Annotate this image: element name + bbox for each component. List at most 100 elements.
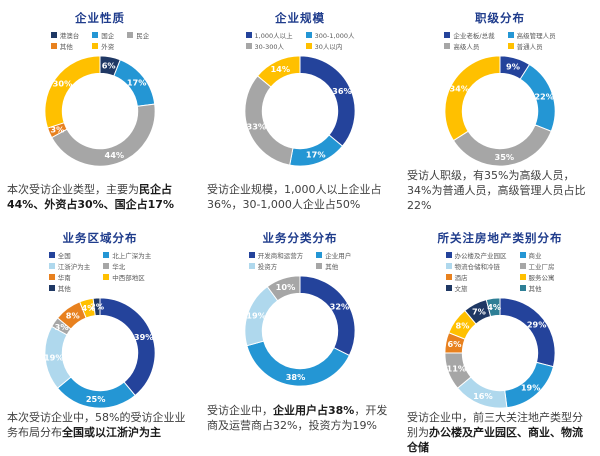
slice-percentage-label: 9% <box>506 61 520 71</box>
legend-item: 300-1,000人 <box>305 30 355 40</box>
legend-item: 企业用户 <box>316 250 351 260</box>
legend-item: 高级管理人员 <box>507 30 556 40</box>
legend-swatch <box>507 32 514 38</box>
caption-segment: ，开发商及运营商占32%，投资方为19% <box>207 404 388 433</box>
legend-label: 其他 <box>57 285 71 293</box>
slice-percentage-label: 38% <box>286 372 306 382</box>
legend-item: 华北 <box>103 261 151 271</box>
slice-percentage-label: 44% <box>104 150 124 160</box>
donut-chart: 32% 38% 19% 10% <box>244 275 356 387</box>
legend-swatch <box>316 252 323 258</box>
slice-percentage-label: 8% <box>456 321 470 331</box>
legend-item: 1,000人以上 <box>245 30 293 40</box>
chart-legend: 港澳台 国企 民企 其他 外资 <box>50 30 149 51</box>
legend-swatch <box>127 32 134 38</box>
legend-swatch <box>507 43 514 49</box>
chart-enterprise-scale: 企业规模 1,000人以上 300-1,000人 30-300人 30人以内 36% 1… <box>200 0 400 220</box>
legend-label: 文旅 <box>454 285 468 293</box>
legend-item: 物流仓储和冷链 <box>445 261 507 271</box>
legend-swatch <box>519 263 526 269</box>
legend-swatch <box>48 263 55 269</box>
slice-percentage-label: 32% <box>330 301 350 311</box>
legend-item: 江浙沪为主 <box>48 261 91 271</box>
legend-label: 江浙沪为主 <box>57 263 91 271</box>
donut-chart: 39% 25% 19% 3% 8%4%2% <box>44 297 156 409</box>
slice-percentage-label: 22% <box>534 92 554 102</box>
caption-segment: 受访企业规模，1,000人以上企业占36%，30-1,000人企业占50% <box>207 183 382 212</box>
chart-caption: 受访企业中，企业用户占38%，开发商及运营商占32%，投资方为19% <box>200 404 400 434</box>
legend-label: 其他 <box>325 263 339 271</box>
caption-segment: 受访人职级，有35%为高级人员，34%为普通人员，高级管理人员占比22% <box>407 169 586 212</box>
legend-swatch <box>48 252 55 258</box>
legend-item: 30-300人 <box>245 41 293 51</box>
legend-label: 300-1,000人 <box>314 32 355 40</box>
legend-swatch <box>92 32 99 38</box>
slice-percentage-label: 2% <box>90 302 104 312</box>
legend-label: 高级人员 <box>453 43 480 51</box>
legend-item: 文旅 <box>445 283 507 293</box>
slice-percentage-label: 6% <box>102 60 116 70</box>
legend-swatch <box>305 32 312 38</box>
slice-percentage-label: 30% <box>53 79 73 89</box>
chart-caption: 受访企业规模，1,000人以上企业占36%，30-1,000人企业占50% <box>200 183 400 213</box>
legend-swatch <box>245 43 252 49</box>
donut-slice <box>299 275 356 357</box>
legend-label: 企业用户 <box>325 252 352 260</box>
slice-percentage-label: 29% <box>527 319 547 329</box>
legend-swatch <box>316 263 323 269</box>
slice-percentage-label: 16% <box>473 391 493 401</box>
donut-slice <box>244 75 294 166</box>
donut-slice <box>266 275 301 302</box>
legend-label: 办公楼及产业园区 <box>454 252 507 260</box>
legend-item: 其他 <box>50 41 80 51</box>
chart-legend: 1,000人以上 300-1,000人 30-300人 30人以内 <box>245 30 355 51</box>
legend-item: 华南 <box>48 272 91 282</box>
legend-item: 北上广深为主 <box>103 250 151 260</box>
caption-segment: 本次受访企业类型，主要为 <box>7 183 139 197</box>
slice-percentage-label: 35% <box>495 152 515 162</box>
donut-slice <box>92 297 101 317</box>
chart-legend: 企业老板/总裁 高级管理人员 高级人员 普通人员 <box>444 30 556 51</box>
legend-swatch <box>48 274 55 280</box>
legend-label: 1,000人以上 <box>254 32 293 40</box>
legend-label: 酒店 <box>454 274 468 282</box>
caption-segment: 办公楼及产业园区、商业、物流仓储 <box>407 425 583 454</box>
legend-swatch <box>50 43 57 49</box>
chart-job-level: 职级分布 企业老板/总裁 高级管理人员 高级人员 普通人员 9% 22% 35% 34% 受… <box>400 0 600 220</box>
legend-label: 北上广深为主 <box>112 252 152 260</box>
donut-chart: 6% 17% 44% 3% 30% <box>44 55 156 167</box>
legend-item: 民企 <box>127 30 149 40</box>
legend-swatch <box>305 43 312 49</box>
slice-percentage-label: 33% <box>246 122 266 132</box>
legend-item: 高级人员 <box>444 41 494 51</box>
slice-percentage-label: 14% <box>270 64 290 74</box>
legend-label: 外资 <box>101 43 115 51</box>
legend-label: 服务公寓 <box>528 274 555 282</box>
chart-enterprise-nature: 企业性质 港澳台 国企 民企 其他 外资 6% 17% 44% 3% 30% 本次受访企业类型，… <box>0 0 200 220</box>
legend-swatch <box>519 252 526 258</box>
legend-item: 其他 <box>48 283 91 293</box>
legend-label: 民企 <box>136 32 150 40</box>
legend-label: 物流仓储和冷链 <box>454 263 501 271</box>
legend-label: 其他 <box>528 285 542 293</box>
donut-slice <box>444 55 501 142</box>
caption-segment: 企业用户占38% <box>273 404 355 418</box>
chart-title: 企业规模 <box>275 11 325 25</box>
legend-item: 30人以内 <box>305 41 355 51</box>
legend-swatch <box>103 274 110 280</box>
donut-slice <box>99 297 156 397</box>
legend-label: 商业 <box>528 252 542 260</box>
chart-title: 业务区域分布 <box>62 231 138 245</box>
slice-percentage-label: 11% <box>446 364 466 374</box>
slice-percentage-label: 8% <box>66 310 80 320</box>
legend-label: 港澳台 <box>59 32 80 40</box>
legend-swatch <box>245 32 252 38</box>
donut-slice <box>44 55 101 129</box>
caption-segment: 受访企业中，前三大关注地产类型分别为 <box>407 411 583 439</box>
donut-chart: 36% 17% 33% 14% <box>244 55 356 167</box>
slice-percentage-label: 19% <box>521 383 541 393</box>
slice-percentage-label: 19% <box>246 311 266 321</box>
chart-caption: 受访人职级，有35%为高级人员，34%为普通人员，高级管理人员占比22% <box>400 169 600 214</box>
donut-slice <box>499 297 556 368</box>
slice-percentage-label: 34% <box>449 84 469 94</box>
